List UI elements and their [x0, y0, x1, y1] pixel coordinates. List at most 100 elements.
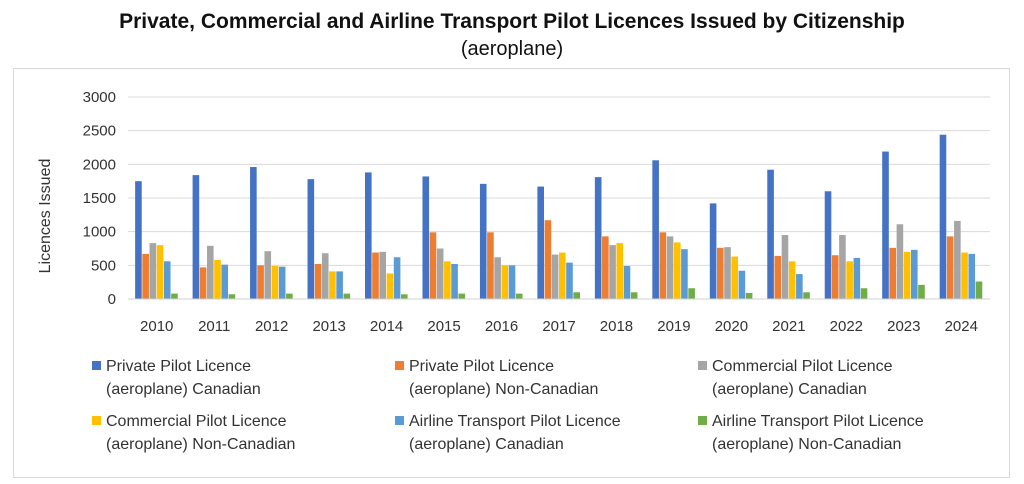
x-tick-label: 2016 — [485, 318, 518, 335]
bar — [214, 259, 221, 299]
bar — [709, 203, 717, 299]
bar — [623, 266, 631, 299]
chart-frame — [13, 68, 1010, 478]
x-tick-label: 2012 — [255, 318, 288, 335]
gridlines — [128, 96, 990, 266]
y-tick-label: 3000 — [83, 89, 116, 106]
x-axis-ticks: 2010 2011 2012 2013 2014 2015 2016 2017 2018 2019… — [140, 318, 978, 335]
bar — [566, 262, 573, 299]
chart-subtitle: (aeroplane) — [460, 38, 564, 60]
x-tick-label: 2024 — [945, 318, 978, 335]
bar — [508, 265, 516, 299]
x-tick-label: 2017 — [542, 318, 575, 335]
x-tick-label: 2023 — [887, 318, 920, 335]
y-tick-label: 1000 — [83, 224, 116, 241]
bars — [135, 134, 983, 299]
bar — [652, 160, 659, 299]
bar — [559, 252, 566, 299]
x-tick-label: 2014 — [370, 318, 403, 335]
bar — [379, 251, 386, 299]
bar — [171, 293, 178, 299]
x-tick-label: 2011 — [198, 318, 230, 335]
y-tick-label: 500 — [91, 257, 116, 274]
bar — [853, 257, 861, 299]
x-tick-label: 2020 — [715, 318, 748, 335]
y-tick-label: 2500 — [83, 123, 116, 140]
bar — [336, 271, 343, 299]
bar — [365, 172, 372, 299]
bar — [630, 292, 638, 299]
legend: Private Pilot Licence (aeroplane) Canadia… — [92, 358, 924, 453]
x-tick-label: 2021 — [772, 318, 805, 335]
bar — [444, 261, 451, 299]
bar — [918, 284, 925, 299]
bar — [717, 247, 724, 299]
bar — [156, 245, 164, 299]
bar — [307, 179, 315, 299]
bar — [968, 253, 976, 299]
bar — [681, 249, 688, 299]
legend-entry: Private Pilot Licence (aeroplane) Canadia… — [106, 358, 261, 398]
bar — [192, 175, 200, 299]
bar — [207, 245, 214, 299]
chart-title: Private, Commercial and Airline Transpor… — [119, 10, 905, 33]
bar — [264, 251, 272, 299]
legend-swatch — [395, 416, 404, 425]
bar — [494, 257, 501, 299]
y-axis-ticks: 0 500 1000 1500 2000 2500 3000 — [83, 89, 116, 308]
bar — [436, 248, 444, 299]
bar — [896, 224, 904, 299]
bar — [386, 273, 394, 299]
legend-entry: Private Pilot Licence (aeroplane) Non-Can… — [409, 358, 598, 398]
bar — [738, 270, 746, 299]
bar — [731, 256, 738, 299]
bar — [314, 263, 322, 299]
legend-entry: Commercial Pilot Licence (aeroplane) Cana… — [712, 358, 893, 398]
legend-swatch — [698, 416, 707, 425]
bar — [882, 151, 889, 299]
bar — [745, 292, 753, 299]
bar — [688, 288, 695, 299]
bar — [903, 251, 911, 299]
bar — [321, 253, 329, 299]
bar — [961, 252, 968, 299]
bar — [329, 271, 336, 299]
bar — [479, 183, 487, 299]
bar — [602, 236, 609, 299]
bar — [616, 243, 624, 299]
legend-swatch — [92, 416, 101, 425]
legend-entry: Airline Transport Pilot Licence (aeroplan… — [712, 413, 924, 453]
bar — [551, 254, 559, 299]
bar — [343, 293, 351, 299]
bar — [911, 249, 918, 299]
bar — [271, 266, 279, 299]
bar — [774, 255, 782, 299]
bar — [199, 267, 207, 299]
bar — [393, 257, 401, 299]
bar — [946, 236, 954, 299]
bar — [228, 294, 236, 299]
y-axis-label: Licences Issued — [37, 159, 54, 274]
bar — [544, 220, 552, 299]
bar — [257, 265, 264, 299]
bar — [501, 265, 509, 299]
legend-swatch — [698, 361, 707, 370]
bar — [666, 236, 674, 299]
bar — [839, 235, 846, 299]
bar — [221, 264, 228, 299]
bar — [954, 220, 961, 299]
bar — [142, 253, 149, 299]
x-tick-label: 2022 — [830, 318, 863, 335]
bar — [458, 293, 466, 299]
bar — [372, 252, 379, 299]
y-tick-label: 2000 — [83, 156, 116, 173]
bar — [939, 134, 947, 299]
bar — [429, 232, 437, 299]
bar — [860, 288, 868, 299]
legend-swatch — [395, 361, 404, 370]
x-tick-label: 2019 — [657, 318, 690, 335]
legend-entry: Commercial Pilot Licence (aeroplane) Non-… — [106, 413, 295, 453]
bar — [422, 176, 430, 299]
bar — [831, 255, 839, 299]
